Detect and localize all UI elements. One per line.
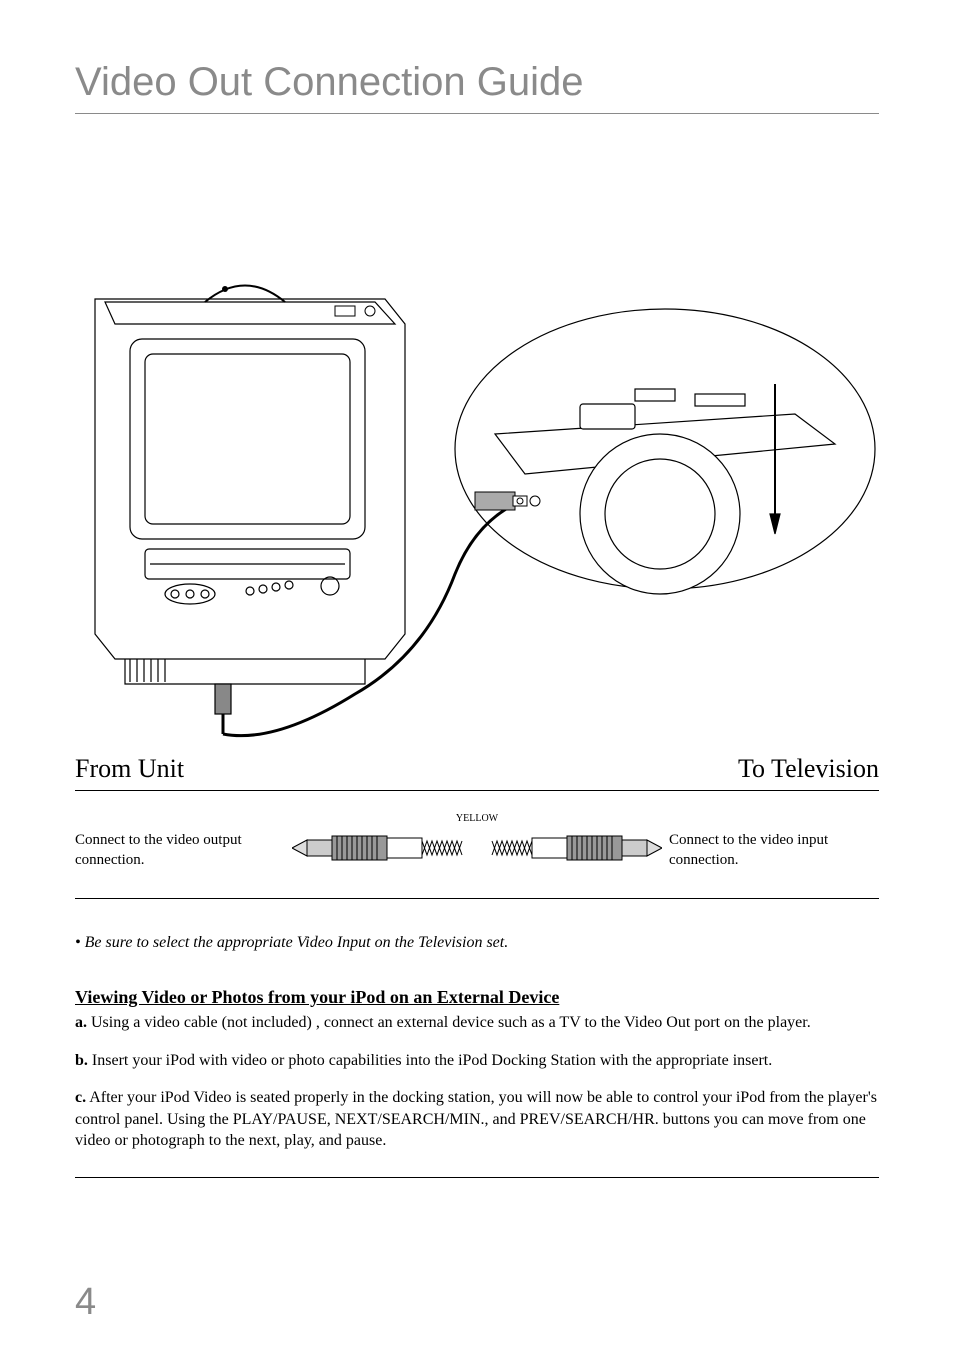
from-unit-heading: From Unit: [75, 754, 184, 784]
to-television-heading: To Television: [738, 754, 879, 784]
page-number: 4: [75, 1281, 96, 1324]
step-c-text: After your iPod Video is seated properly…: [75, 1089, 877, 1149]
page-title: Video Out Connection Guide: [75, 60, 879, 114]
step-a-text: Using a video cable (not included) , con…: [87, 1014, 811, 1031]
cable-row: Connect to the video output connection. …: [75, 813, 879, 899]
connection-diagram: [75, 214, 879, 754]
cable-color-label: YELLOW: [285, 813, 669, 824]
step-c: c. After your iPod Video is seated prope…: [75, 1087, 879, 1152]
step-b-text: Insert your iPod with video or photo cap…: [88, 1052, 772, 1069]
step-b: b. Insert your iPod with video or photo …: [75, 1050, 879, 1072]
step-c-letter: c.: [75, 1089, 86, 1106]
from-unit-text: Connect to the video output connection.: [75, 813, 285, 870]
video-input-note: • Be sure to select the appropriate Vide…: [75, 934, 879, 952]
diagram-svg: [75, 214, 879, 754]
viewing-section-heading: Viewing Video or Photos from your iPod o…: [75, 987, 879, 1008]
to-television-text: Connect to the video input connection.: [669, 813, 879, 870]
subheadings-row: From Unit To Television: [75, 754, 879, 791]
bottom-rule: [75, 1177, 879, 1178]
cable-illustration: YELLOW: [285, 813, 669, 873]
step-a-letter: a.: [75, 1014, 87, 1031]
step-b-letter: b.: [75, 1052, 88, 1069]
step-a: a. Using a video cable (not included) , …: [75, 1012, 879, 1034]
rca-cable-svg: [292, 828, 662, 868]
